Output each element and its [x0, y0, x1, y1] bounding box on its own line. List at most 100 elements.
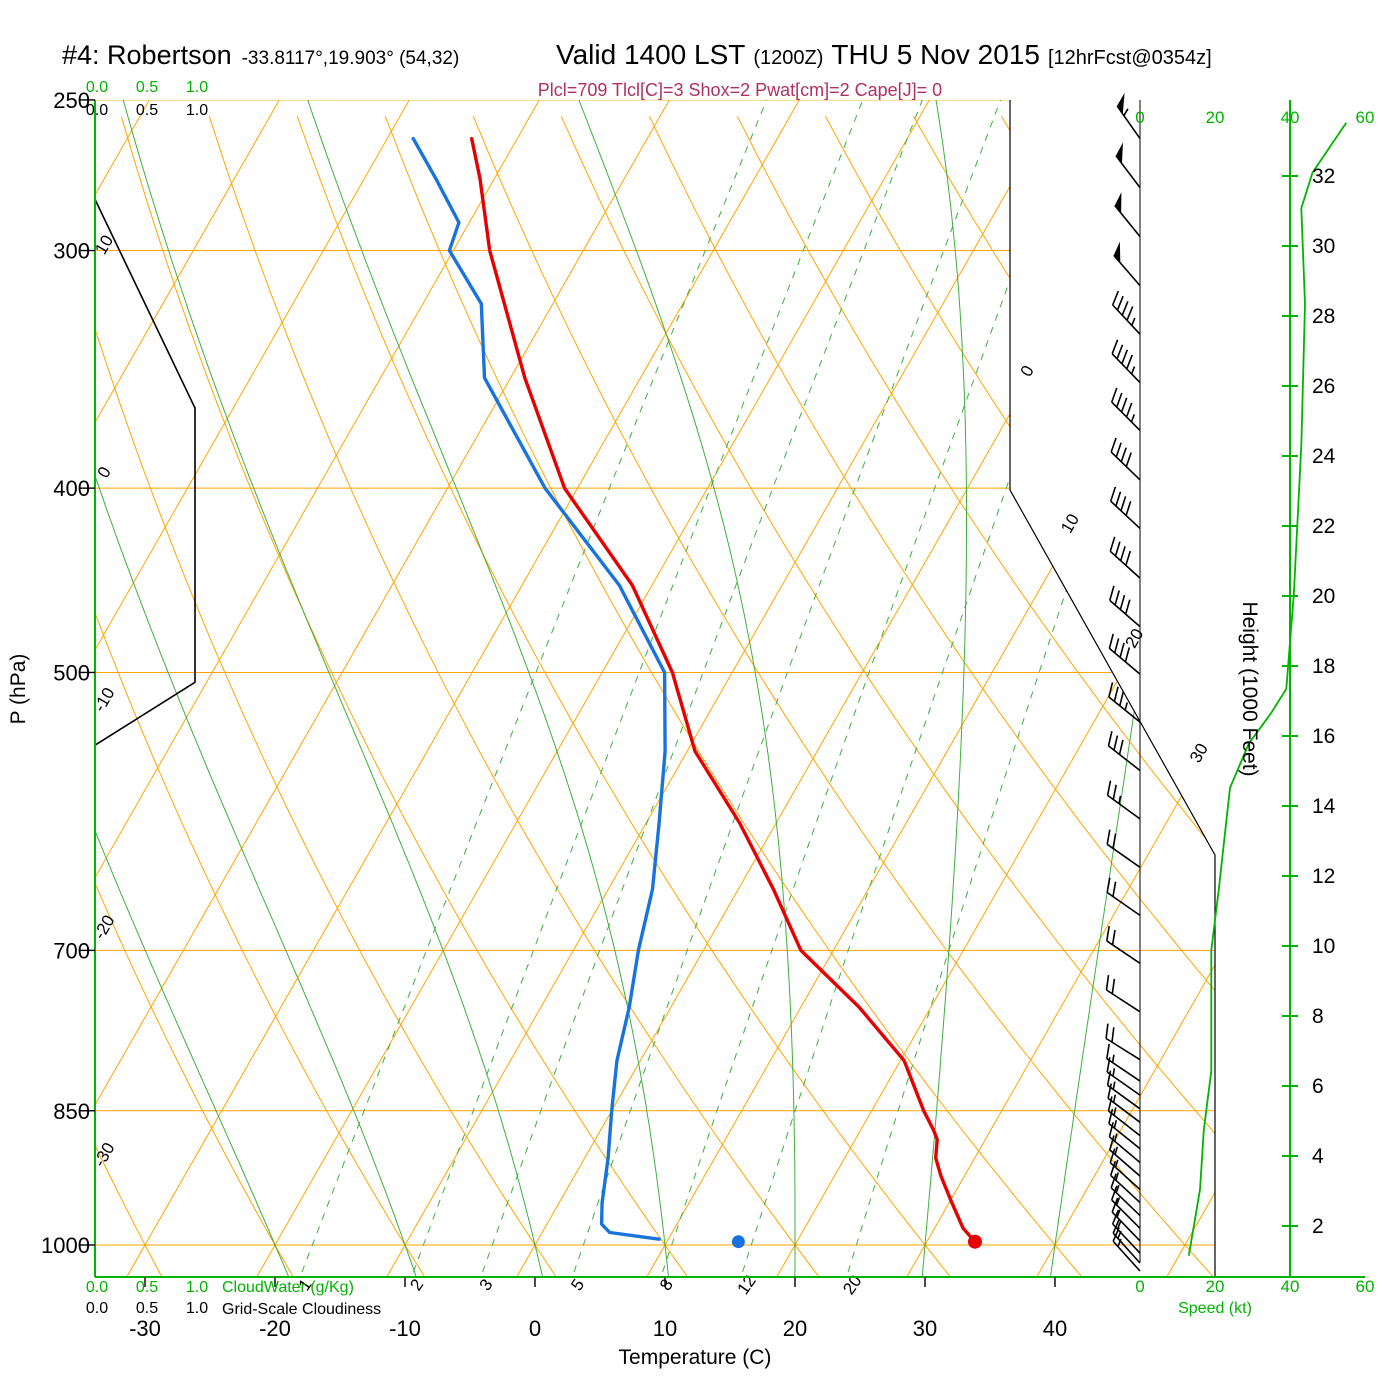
wind-barb — [1109, 1148, 1141, 1191]
height-tick-label: 24 — [1312, 445, 1336, 468]
pressure-tick-label: 700 — [53, 938, 90, 963]
dry-adiabat-line — [208, 116, 826, 1277]
cloudwater-scale-tick-top: 0.0 — [86, 79, 108, 96]
valid-date: THU 5 Nov 2015 — [831, 39, 1040, 70]
barb-stem — [1109, 585, 1141, 628]
barb-stem — [1110, 437, 1141, 481]
barb-stem — [1116, 105, 1141, 140]
barb-pennant — [1114, 192, 1122, 214]
barb-stem — [1114, 204, 1141, 238]
pressure-tick-label: 250 — [53, 88, 90, 113]
isotherm-line — [516, 100, 1190, 1277]
wind-barb — [1108, 1108, 1141, 1150]
pressure-tick-label: 300 — [53, 239, 90, 264]
moist-adiabat-line — [95, 100, 293, 1277]
wind-barb — [1110, 437, 1141, 481]
speed-scale-label-bottom: 60 — [1356, 1277, 1375, 1296]
pressure-tick-label: 1000 — [41, 1233, 90, 1258]
dry-adiabat-line — [95, 116, 167, 1277]
wind-barb — [1105, 974, 1141, 1013]
barb-stem — [1109, 1148, 1141, 1191]
dry-adiabat-line — [384, 116, 1090, 1277]
cloudwater-scale-label: CloudWater (g/Kg) — [222, 1279, 354, 1296]
surface-dewpoint-dot — [731, 1235, 745, 1249]
dry-adiabat-line — [1000, 116, 1215, 1277]
dry-adiabat-line — [1177, 116, 1215, 1277]
forecast-tag: [12hrFcst@0354z] — [1047, 47, 1212, 69]
dry-adiabat-line — [296, 116, 958, 1277]
speed-scale-label-bottom: 40 — [1281, 1277, 1300, 1296]
mixing-ratio-line — [657, 100, 1077, 1277]
barb-stem — [1108, 1122, 1141, 1164]
isotherm-line — [126, 100, 800, 1277]
dry-adiabat-line — [120, 116, 695, 1277]
barb-stem — [1111, 290, 1141, 335]
barb-stem — [1112, 1219, 1141, 1264]
barb-stem — [1115, 155, 1141, 189]
wind-barb — [1111, 1209, 1141, 1254]
cloudwater-scale-tick-bottom: 0.0 — [86, 1279, 108, 1296]
wind-barb — [1115, 142, 1141, 189]
valid-time-zulu: (1200Z) — [753, 47, 824, 69]
cloudiness-profile-line — [94, 199, 196, 746]
barb-stem — [1105, 1023, 1141, 1061]
wind-barb — [1108, 633, 1141, 675]
wind-barb — [1106, 1043, 1141, 1082]
wind-barb — [1111, 339, 1141, 384]
temperature-curve — [470, 136, 977, 1244]
wind-barb — [1111, 290, 1141, 335]
barb-stem — [1108, 1108, 1141, 1150]
height-tick-label: 10 — [1312, 935, 1335, 958]
barb-stem — [1107, 1096, 1141, 1137]
mixing-ratio-line — [477, 100, 923, 1277]
height-tick-label: 22 — [1312, 515, 1335, 538]
barb-stem — [1110, 1173, 1141, 1217]
station-title: #4: Robertson -33.8117°,19.903° (54,32) — [62, 40, 459, 71]
mixing-ratio-line — [737, 100, 1145, 1277]
height-tick-label: 20 — [1312, 585, 1335, 608]
height-tick-label: 30 — [1312, 235, 1335, 258]
cloudiness-scale-tick-top: 0.0 — [86, 102, 108, 119]
cloudwater-scale-tick-top: 0.5 — [136, 79, 158, 96]
isotherm-label-right: 30 — [1186, 740, 1212, 766]
isotherm-line — [256, 100, 930, 1277]
temperature-tick-label: -20 — [259, 1316, 291, 1341]
moist-adiabat-line — [122, 100, 545, 1277]
barb-stem — [1107, 731, 1141, 772]
speed-scale-label-top: 40 — [1281, 108, 1300, 127]
wind-barb — [1114, 192, 1141, 238]
barb-pennant — [1117, 92, 1125, 115]
pressure-tick-label: 850 — [53, 1099, 90, 1124]
cloudiness-scale-tick-top: 1.0 — [186, 102, 208, 119]
isotherm-line — [776, 100, 1215, 1277]
barb-stem — [1109, 486, 1141, 529]
dry-adiabat-line — [1266, 116, 1400, 1285]
temperature-tick-label: -10 — [389, 1316, 421, 1341]
height-tick-label: 2 — [1312, 1215, 1324, 1238]
barb-stem — [1112, 1227, 1141, 1272]
station-coordinates: -33.8117°,19.903° (54,32) — [241, 48, 460, 69]
dry-adiabat-line — [95, 116, 299, 1277]
wind-speed-curve — [1187, 122, 1348, 1256]
barb-stem — [1108, 633, 1141, 675]
pressure-axis-label: P (hPa) — [7, 653, 30, 725]
speed-axis-label: Speed (kt) — [1178, 1300, 1252, 1317]
barb-pennant — [1115, 142, 1123, 164]
height-axis-label: Height (1000 Feet) — [1238, 601, 1261, 777]
barb-stem — [1106, 925, 1141, 964]
isotherm-line — [386, 100, 1060, 1277]
barb-stem — [1111, 1209, 1141, 1254]
moist-adiabat-line — [307, 100, 670, 1277]
dry-adiabat-line — [736, 116, 1215, 1277]
height-tick-label: 12 — [1312, 865, 1335, 888]
height-tick-label: 28 — [1312, 305, 1335, 328]
valid-time-title: Valid 1400 LST (1200Z) THU 5 Nov 2015 [12hr… — [556, 39, 1220, 71]
speed-scale-label-bottom: 0 — [1135, 1277, 1144, 1296]
wind-barb — [1106, 925, 1141, 964]
dry-adiabat-line — [95, 116, 431, 1277]
mixing-ratio-label: 8 — [656, 1276, 677, 1295]
barb-stem — [1106, 1057, 1141, 1096]
mixing-ratio-line — [296, 100, 768, 1277]
